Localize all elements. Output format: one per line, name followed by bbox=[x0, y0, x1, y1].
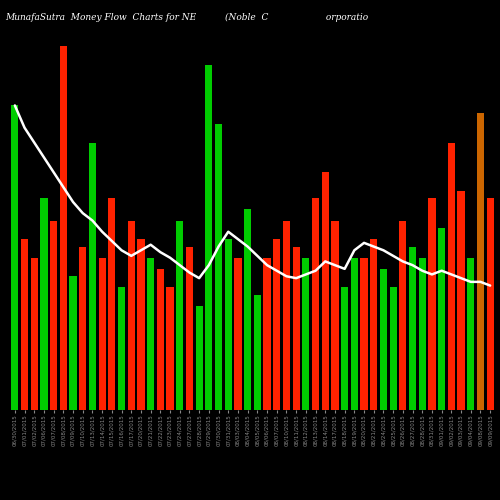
Bar bbox=[390, 288, 397, 410]
Bar bbox=[458, 191, 464, 410]
Bar bbox=[467, 258, 474, 410]
Bar bbox=[70, 276, 76, 410]
Bar bbox=[254, 295, 261, 410]
Bar bbox=[186, 246, 193, 410]
Bar bbox=[11, 106, 18, 410]
Text: MunafaSutra  Money Flow  Charts for NE          (Noble  C                    orp: MunafaSutra Money Flow Charts for NE (No… bbox=[5, 12, 368, 22]
Bar bbox=[224, 239, 232, 410]
Bar bbox=[118, 288, 125, 410]
Bar bbox=[350, 258, 358, 410]
Bar bbox=[196, 306, 203, 410]
Bar bbox=[486, 198, 494, 410]
Bar bbox=[399, 220, 406, 410]
Bar bbox=[370, 239, 378, 410]
Bar bbox=[418, 258, 426, 410]
Bar bbox=[176, 220, 184, 410]
Bar bbox=[477, 113, 484, 410]
Bar bbox=[166, 288, 173, 410]
Bar bbox=[128, 220, 135, 410]
Bar bbox=[147, 258, 154, 410]
Bar bbox=[79, 246, 86, 410]
Bar bbox=[244, 210, 252, 410]
Bar bbox=[89, 142, 96, 410]
Bar bbox=[322, 172, 329, 410]
Bar bbox=[50, 220, 58, 410]
Bar bbox=[312, 198, 319, 410]
Bar bbox=[341, 288, 348, 410]
Bar bbox=[108, 198, 116, 410]
Bar bbox=[40, 198, 48, 410]
Bar bbox=[448, 142, 455, 410]
Bar bbox=[234, 258, 242, 410]
Bar bbox=[409, 246, 416, 410]
Bar bbox=[21, 239, 28, 410]
Bar bbox=[138, 239, 144, 410]
Bar bbox=[205, 64, 212, 410]
Bar bbox=[360, 258, 368, 410]
Bar bbox=[215, 124, 222, 410]
Bar bbox=[156, 269, 164, 410]
Bar bbox=[60, 46, 67, 410]
Bar bbox=[380, 269, 387, 410]
Bar bbox=[428, 198, 436, 410]
Bar bbox=[273, 239, 280, 410]
Bar bbox=[264, 258, 270, 410]
Bar bbox=[98, 258, 106, 410]
Bar bbox=[283, 220, 290, 410]
Bar bbox=[438, 228, 446, 410]
Bar bbox=[302, 258, 310, 410]
Bar bbox=[30, 258, 38, 410]
Bar bbox=[332, 220, 338, 410]
Bar bbox=[292, 246, 300, 410]
